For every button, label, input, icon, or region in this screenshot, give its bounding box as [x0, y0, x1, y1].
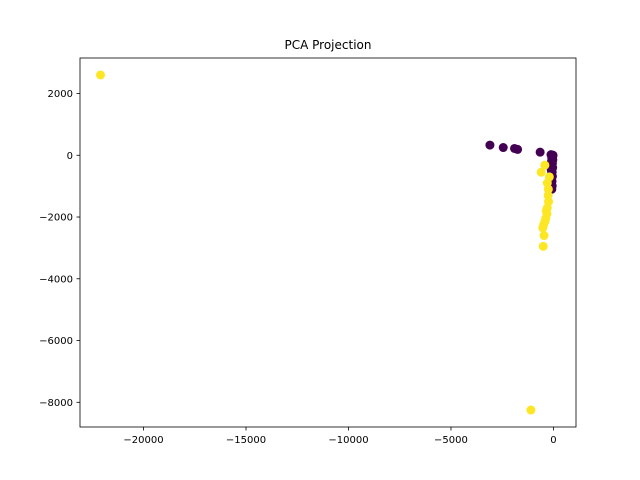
x-tick-label: −10000 [328, 435, 368, 446]
y-tick-label: −4000 [39, 274, 73, 285]
y-tick-label: −2000 [39, 213, 73, 224]
x-tick-label: 0 [550, 435, 556, 446]
scatter-point [540, 160, 550, 170]
scatter-point [498, 143, 508, 153]
plot-frame [79, 57, 577, 428]
y-tick-label: 2000 [48, 89, 73, 100]
scatter-point [544, 172, 554, 182]
y-tick-label: 0 [67, 151, 73, 162]
scatter-point [539, 231, 549, 241]
x-tick-label: −15000 [226, 435, 266, 446]
scatter-point [485, 140, 495, 150]
chart-title: PCA Projection [285, 38, 372, 52]
scatter-point [95, 70, 105, 80]
y-tick-label: −8000 [39, 398, 73, 409]
x-tick-label: −20000 [123, 435, 163, 446]
y-axis: −8000 −6000 −4000 −2000 0 2000 [39, 89, 80, 409]
y-tick-label: −6000 [39, 336, 73, 347]
scatter-point [538, 241, 548, 251]
scatter-point [535, 147, 545, 157]
scatter-point [543, 184, 553, 194]
scatter-point [541, 206, 551, 216]
scatter-point [536, 167, 546, 177]
x-tick-label: −5000 [434, 435, 468, 446]
scatter-point [538, 223, 548, 233]
x-axis: −20000 −15000 −10000 −5000 0 [123, 427, 557, 446]
scatter-point [513, 144, 523, 154]
points-layer [95, 70, 558, 415]
scatter-point [526, 405, 536, 415]
